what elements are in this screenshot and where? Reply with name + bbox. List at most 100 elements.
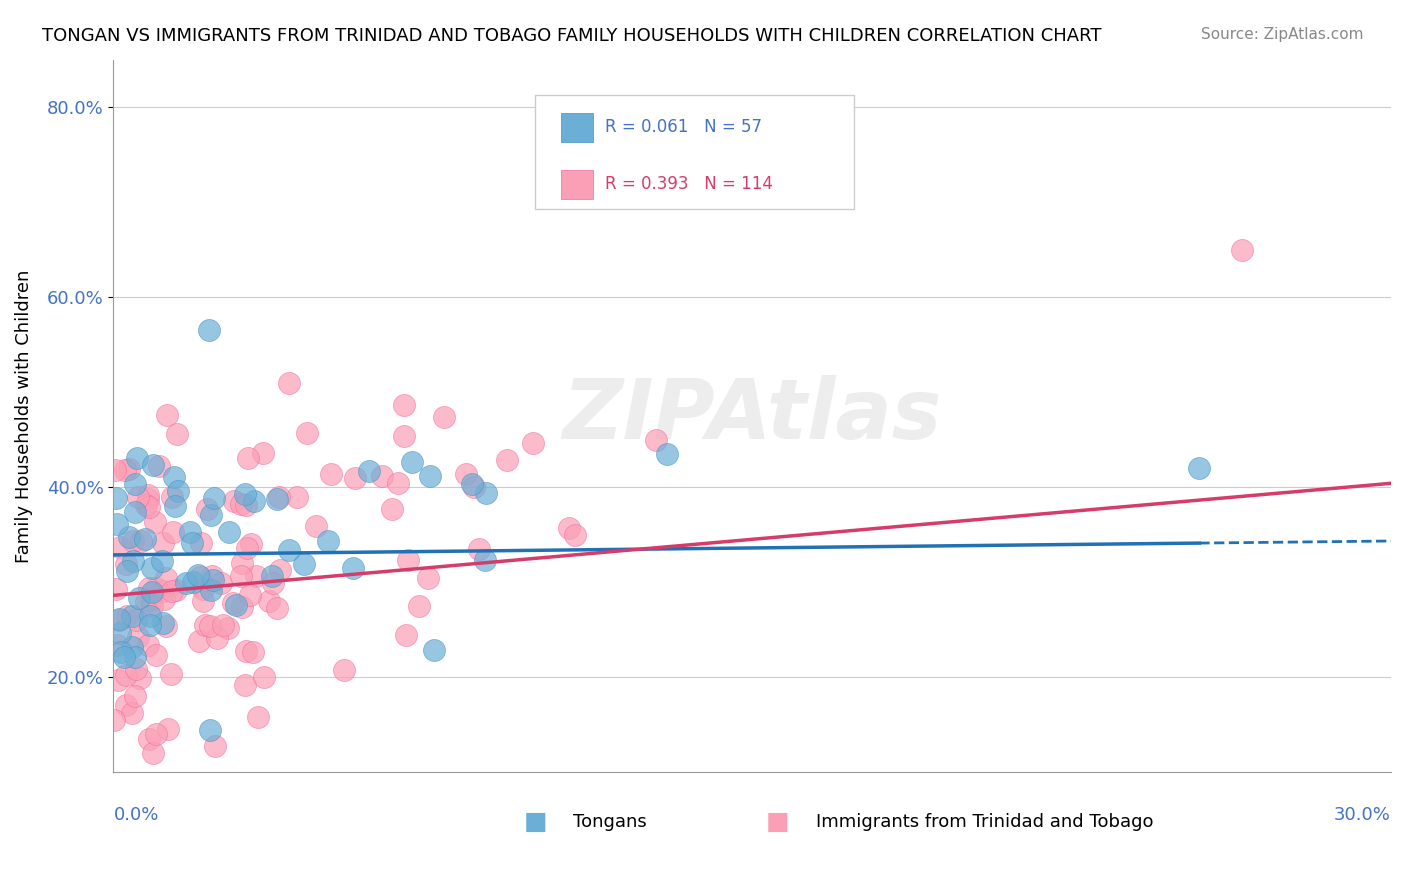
- Point: [305, 518, 328, 533]
- Point: [381, 502, 404, 516]
- Point: [316, 533, 339, 548]
- Point: [145, 727, 167, 741]
- Point: [124, 690, 146, 704]
- Point: [277, 376, 299, 391]
- Point: [150, 554, 173, 568]
- Point: [205, 631, 228, 645]
- Point: [152, 584, 174, 599]
- Point: [266, 491, 288, 506]
- Point: [285, 490, 308, 504]
- Text: 30.0%: 30.0%: [1334, 805, 1391, 823]
- Point: [138, 581, 160, 595]
- Point: [124, 505, 146, 519]
- Point: [468, 542, 491, 557]
- Point: [112, 649, 135, 664]
- Point: [107, 613, 129, 627]
- Point: [200, 723, 222, 738]
- Point: [104, 582, 127, 597]
- Point: [266, 601, 288, 615]
- Y-axis label: Family Households with Children: Family Households with Children: [15, 269, 32, 563]
- Point: [142, 747, 165, 761]
- Point: [104, 463, 127, 477]
- Point: [242, 494, 264, 508]
- Point: [474, 553, 496, 567]
- Point: [191, 594, 214, 608]
- Point: [139, 593, 162, 607]
- Point: [110, 645, 132, 659]
- Point: [121, 640, 143, 654]
- Text: R = 0.061   N = 57: R = 0.061 N = 57: [606, 119, 762, 136]
- Point: [180, 536, 202, 550]
- Point: [200, 569, 222, 583]
- Point: [118, 531, 141, 545]
- Point: [198, 618, 221, 632]
- Point: [107, 673, 129, 688]
- Point: [558, 521, 581, 535]
- Point: [160, 584, 183, 599]
- Point: [198, 323, 221, 337]
- Point: [408, 599, 430, 614]
- Point: [127, 450, 149, 465]
- Point: [148, 459, 170, 474]
- Point: [152, 592, 174, 607]
- Point: [121, 706, 143, 720]
- Point: [165, 499, 187, 513]
- Point: [104, 491, 127, 506]
- Point: [118, 461, 141, 475]
- Point: [239, 588, 262, 602]
- Point: [117, 565, 139, 579]
- Point: [160, 667, 183, 681]
- Point: [333, 664, 356, 678]
- Point: [295, 425, 318, 440]
- Point: [105, 638, 128, 652]
- Point: [278, 542, 301, 557]
- Point: [202, 491, 225, 506]
- Point: [139, 618, 162, 632]
- Point: [141, 584, 163, 599]
- Point: [166, 426, 188, 441]
- Point: [212, 618, 235, 632]
- Point: [194, 617, 217, 632]
- Point: [115, 608, 138, 623]
- Point: [157, 722, 180, 736]
- Point: [387, 475, 409, 490]
- Point: [475, 486, 498, 500]
- Point: [135, 595, 157, 609]
- Point: [115, 557, 138, 571]
- Point: [495, 453, 517, 467]
- Point: [174, 576, 197, 591]
- Point: [134, 533, 156, 547]
- Point: [179, 525, 201, 540]
- Point: [191, 582, 214, 596]
- Point: [396, 553, 419, 567]
- Point: [127, 490, 149, 504]
- Point: [138, 732, 160, 747]
- Point: [138, 492, 160, 507]
- Point: [342, 561, 364, 575]
- Point: [165, 583, 187, 598]
- FancyBboxPatch shape: [561, 170, 592, 199]
- Point: [115, 668, 138, 682]
- Point: [253, 670, 276, 684]
- Point: [188, 570, 211, 584]
- Point: [252, 445, 274, 459]
- Point: [145, 648, 167, 662]
- Point: [262, 575, 284, 590]
- Point: [114, 463, 136, 477]
- Point: [200, 508, 222, 523]
- Point: [245, 568, 267, 582]
- Point: [200, 582, 222, 597]
- Point: [136, 638, 159, 652]
- Point: [267, 490, 290, 504]
- Point: [190, 536, 212, 550]
- Point: [124, 477, 146, 491]
- Point: [242, 645, 264, 659]
- Point: [202, 574, 225, 588]
- Point: [1188, 461, 1211, 475]
- Point: [155, 571, 177, 585]
- Point: [162, 525, 184, 540]
- Point: [262, 569, 284, 583]
- FancyBboxPatch shape: [561, 113, 592, 142]
- Point: [107, 612, 129, 626]
- Point: [155, 619, 177, 633]
